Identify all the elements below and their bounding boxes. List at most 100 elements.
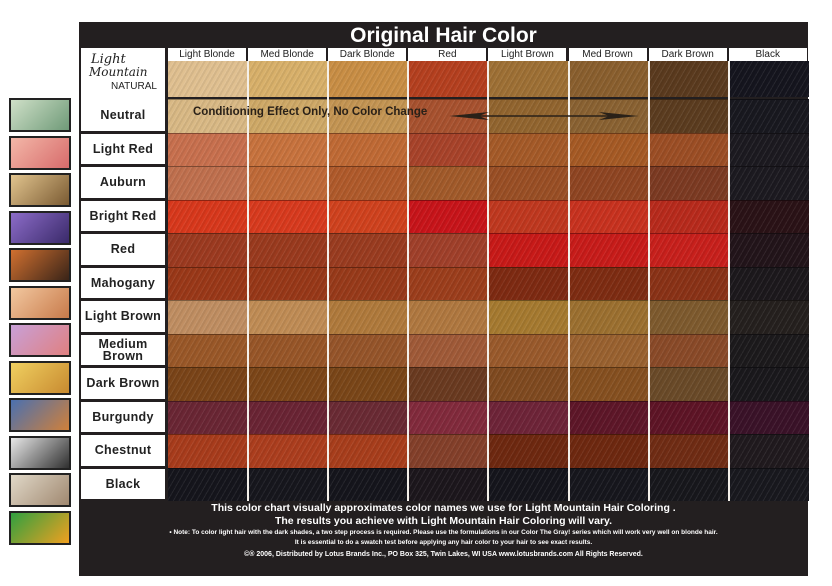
color-swatch xyxy=(328,166,409,200)
original-swatch xyxy=(648,61,729,97)
color-swatch xyxy=(248,233,329,267)
footer-copyright: ©® 2006, Distributed by Lotus Brands Inc… xyxy=(244,551,643,558)
color-swatch xyxy=(488,467,569,501)
color-swatch xyxy=(648,400,729,434)
row-label: Medium Brown xyxy=(81,334,165,365)
color-swatch xyxy=(728,266,809,300)
color-swatch xyxy=(328,199,409,233)
logo-text: Light xyxy=(91,52,126,67)
color-swatch xyxy=(648,300,729,334)
color-swatch xyxy=(408,266,489,300)
color-swatch xyxy=(408,233,489,267)
color-swatch xyxy=(568,467,649,501)
color-swatch xyxy=(328,434,409,468)
color-swatch xyxy=(488,333,569,367)
color-swatch xyxy=(408,434,489,468)
original-swatch xyxy=(408,61,489,97)
color-swatch xyxy=(408,367,489,401)
column-header: Dark Brown xyxy=(648,48,727,61)
color-swatch xyxy=(728,132,809,166)
color-swatch xyxy=(248,367,329,401)
color-swatch xyxy=(728,400,809,434)
footer: This color chart visually approximates c… xyxy=(79,502,808,560)
animal-thumbnails xyxy=(9,98,71,548)
color-swatch xyxy=(728,367,809,401)
row-label: Auburn xyxy=(81,167,165,198)
row-label: Mahogany xyxy=(81,267,165,298)
camel-icon xyxy=(9,360,71,395)
neutral-note: Conditioning Effect Only, No Color Chang… xyxy=(193,106,428,118)
color-swatch xyxy=(488,266,569,300)
row-label: Light Brown xyxy=(81,301,165,332)
lion-icon xyxy=(9,398,71,432)
color-swatch xyxy=(248,266,329,300)
color-swatch xyxy=(568,166,649,200)
chart-title: Original Hair Color xyxy=(350,24,537,47)
double-arrow-icon xyxy=(449,112,639,120)
color-swatch xyxy=(728,300,809,334)
color-swatch xyxy=(488,300,569,334)
color-swatch xyxy=(728,99,809,133)
color-swatch xyxy=(488,434,569,468)
color-swatch xyxy=(328,266,409,300)
color-swatch xyxy=(168,266,249,300)
color-swatch xyxy=(408,333,489,367)
color-swatch xyxy=(328,132,409,166)
color-swatch xyxy=(648,467,729,501)
color-swatch xyxy=(168,132,249,166)
toucan-icon xyxy=(9,510,71,545)
footer-note-1: • Note: To color light hair with the dar… xyxy=(169,529,718,536)
color-swatch xyxy=(648,166,729,200)
column-divider xyxy=(567,61,570,501)
color-swatch xyxy=(648,99,729,133)
color-swatch xyxy=(328,233,409,267)
color-swatch xyxy=(568,333,649,367)
column-header: Med Blonde xyxy=(248,48,327,61)
color-swatch xyxy=(168,233,249,267)
row-label: Black xyxy=(81,468,165,499)
color-swatch xyxy=(168,99,249,133)
color-swatch xyxy=(408,166,489,200)
column-divider xyxy=(487,61,490,501)
column-divider xyxy=(647,61,650,501)
color-swatch xyxy=(248,132,329,166)
row-label: Chestnut xyxy=(81,435,165,466)
color-swatch xyxy=(248,467,329,501)
color-swatch xyxy=(488,367,569,401)
color-swatch xyxy=(568,266,649,300)
column-divider xyxy=(407,61,410,501)
color-swatch xyxy=(728,467,809,501)
color-swatch xyxy=(488,400,569,434)
color-swatch xyxy=(328,333,409,367)
logo-text: NATURAL xyxy=(111,81,157,92)
elephant-icon xyxy=(9,323,71,357)
nautilus-icon xyxy=(9,285,71,320)
color-swatch xyxy=(168,300,249,334)
color-swatch xyxy=(568,233,649,267)
row-label: Bright Red xyxy=(81,200,165,231)
column-header: Dark Blonde xyxy=(328,48,407,61)
original-swatch xyxy=(488,61,569,97)
original-swatch xyxy=(248,61,329,97)
color-swatch xyxy=(568,199,649,233)
color-swatch xyxy=(328,400,409,434)
row-label: Neutral xyxy=(81,100,165,131)
color-swatch xyxy=(248,199,329,233)
color-swatch xyxy=(248,333,329,367)
logo-text: Mountain xyxy=(89,65,148,79)
color-swatch xyxy=(568,367,649,401)
color-swatch xyxy=(248,99,329,133)
column-divider xyxy=(727,61,730,501)
color-swatch xyxy=(408,400,489,434)
original-swatch xyxy=(728,61,809,97)
color-swatch xyxy=(728,333,809,367)
column-header: Med Brown xyxy=(568,48,647,61)
color-swatch xyxy=(168,367,249,401)
column-header: Black xyxy=(728,48,807,61)
color-swatch xyxy=(248,400,329,434)
column-header: Light Blonde xyxy=(168,48,247,61)
color-swatch xyxy=(648,266,729,300)
color-swatch xyxy=(248,434,329,468)
footer-line-2: The results you achieve with Light Mount… xyxy=(274,515,613,527)
footer-note-2: It is essential to do a swatch test befo… xyxy=(294,539,593,546)
